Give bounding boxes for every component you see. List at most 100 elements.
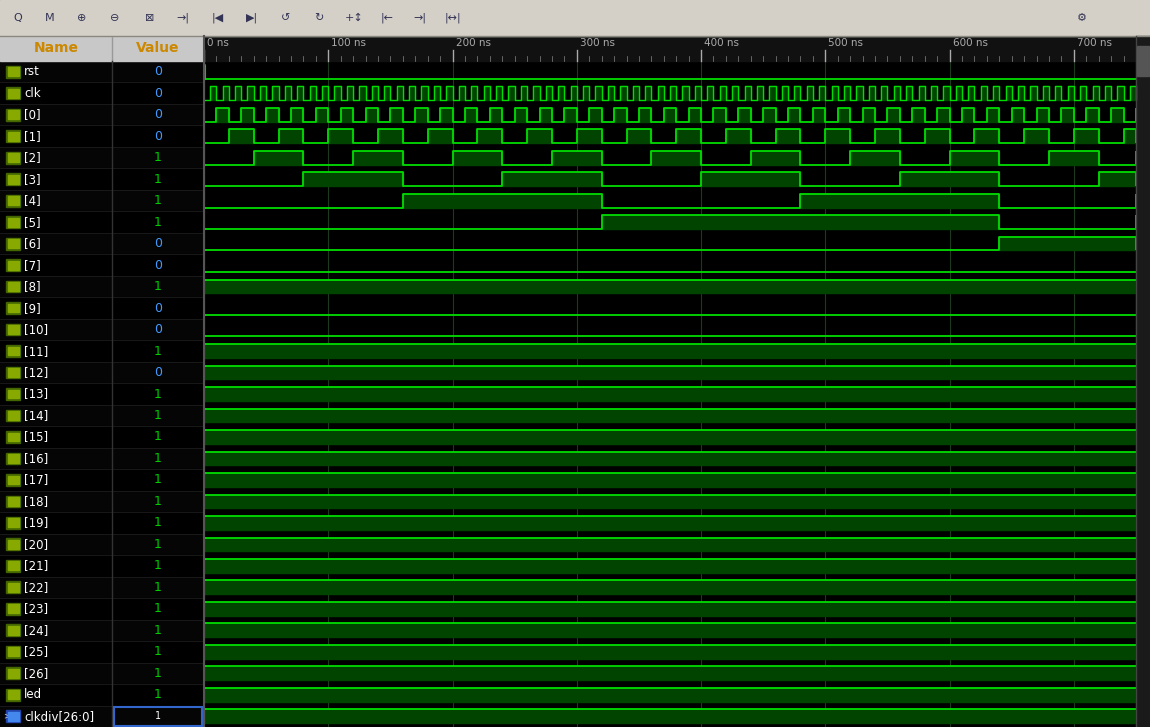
Bar [826,129,850,143]
Bar [558,87,565,100]
Bar [6,624,20,636]
Bar [1067,87,1074,100]
Bar [204,602,1136,616]
Text: [6]: [6] [24,237,40,250]
Text: 1: 1 [154,581,162,594]
Bar [8,669,18,678]
Bar [8,583,18,592]
Bar [0,534,204,555]
Bar [583,87,589,100]
Bar [906,87,912,100]
Bar [937,108,950,121]
Bar [114,707,202,726]
Bar [8,454,18,463]
Text: [5]: [5] [24,216,40,228]
Text: clkdiv[26:0]: clkdiv[26:0] [24,710,94,723]
Bar [6,109,20,121]
Bar [8,518,18,527]
Bar [8,626,18,635]
Text: →|: →| [176,13,190,23]
Bar [0,619,204,641]
Bar [875,129,900,143]
Bar [291,108,304,121]
Bar [6,345,20,357]
Bar [651,150,702,164]
Bar [869,87,875,100]
Text: 1: 1 [154,430,162,443]
Bar [1074,129,1098,143]
Bar [204,580,1136,594]
Bar [8,347,18,356]
Bar [8,648,18,656]
Bar [0,126,204,147]
Bar [216,108,229,121]
Bar [720,87,726,100]
Bar [6,388,20,400]
Text: [13]: [13] [24,387,48,401]
Bar [6,324,20,335]
Bar [987,108,999,121]
Bar [210,87,216,100]
Text: [21]: [21] [24,559,48,572]
Bar [204,387,1136,401]
Bar [0,577,204,598]
Text: 0: 0 [154,366,162,379]
Bar [242,108,254,121]
Bar [800,194,999,207]
Bar [8,153,18,162]
Bar [0,641,204,662]
Text: clk: clk [24,87,40,100]
Bar [8,368,18,377]
Bar [956,87,963,100]
Bar [713,108,726,121]
Bar [440,108,453,121]
Bar [335,87,340,100]
Bar [788,108,800,121]
Bar [1098,172,1136,186]
Bar [229,129,254,143]
Bar [1129,87,1136,100]
Bar [925,129,950,143]
Bar [1080,87,1087,100]
Text: Q: Q [14,13,22,23]
Text: 1: 1 [154,667,162,680]
Bar [8,196,18,205]
Bar [819,87,826,100]
Bar [614,108,627,121]
Bar [0,104,204,126]
Bar [6,474,20,486]
Bar [1136,36,1150,727]
Bar [894,87,900,100]
Text: 1: 1 [155,711,161,721]
Bar [260,87,266,100]
Text: 1: 1 [154,151,162,164]
Bar [0,448,204,469]
Text: ↻: ↻ [314,13,323,23]
Bar [6,238,20,249]
Text: 1: 1 [154,473,162,486]
Text: 0: 0 [154,237,162,250]
Bar [0,254,204,276]
Bar [434,87,440,100]
Bar [6,152,20,164]
Text: 0: 0 [154,87,162,100]
Bar [204,409,1136,422]
Bar [726,129,751,143]
Bar [6,87,20,99]
Bar [0,147,204,169]
Bar [204,516,1136,530]
Bar [806,87,813,100]
Bar [0,555,204,577]
Bar [508,87,515,100]
Bar [278,129,304,143]
Text: 1: 1 [154,538,162,551]
Text: [19]: [19] [24,516,48,529]
Text: 0: 0 [154,129,162,142]
Bar [204,710,1136,723]
Bar [266,108,278,121]
Bar [6,216,20,228]
Text: 1: 1 [154,559,162,572]
Text: 400 ns: 400 ns [704,38,739,48]
Bar [204,494,1136,508]
Bar [204,430,1136,444]
